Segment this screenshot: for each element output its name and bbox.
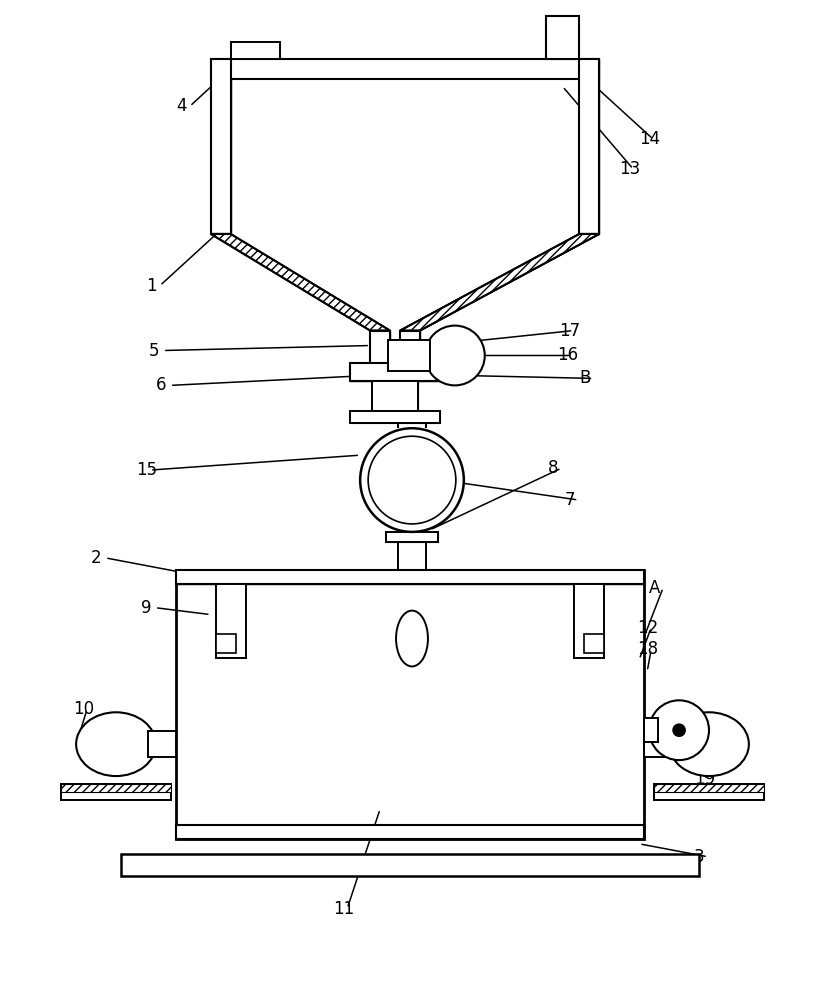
Bar	[61, 784, 171, 792]
Bar	[211, 59, 599, 79]
Text: 8: 8	[547, 459, 558, 477]
Bar	[216, 584, 246, 658]
Bar	[211, 59, 231, 234]
Text: 14: 14	[639, 130, 660, 148]
Bar	[216, 634, 236, 653]
Text: 9: 9	[141, 599, 152, 617]
Bar	[147, 731, 176, 757]
Polygon shape	[455, 355, 485, 385]
Bar	[400, 331, 420, 365]
Bar	[121, 854, 699, 865]
Text: 4: 4	[176, 97, 186, 115]
Bar	[386, 532, 438, 542]
Circle shape	[649, 700, 709, 760]
Bar	[121, 854, 699, 876]
Bar	[370, 331, 390, 365]
Bar	[176, 570, 644, 839]
Text: 17: 17	[559, 322, 581, 340]
Text: 18: 18	[637, 640, 658, 658]
Bar	[644, 718, 658, 730]
Bar	[372, 381, 418, 411]
Text: 19: 19	[694, 770, 715, 788]
Text: 6: 6	[156, 376, 166, 394]
Text: 1: 1	[146, 277, 157, 295]
Bar	[370, 331, 390, 365]
Circle shape	[360, 428, 464, 532]
Polygon shape	[425, 326, 455, 355]
Bar	[579, 59, 599, 234]
Bar	[644, 718, 658, 742]
Bar	[644, 731, 672, 744]
Bar	[211, 59, 599, 79]
Polygon shape	[400, 234, 599, 331]
Bar	[350, 363, 440, 381]
Text: 7: 7	[564, 491, 575, 509]
Bar	[176, 570, 644, 584]
Bar	[388, 340, 430, 355]
Text: 15: 15	[136, 461, 157, 479]
Bar	[547, 18, 578, 59]
Text: 11: 11	[333, 900, 354, 918]
Circle shape	[368, 436, 456, 524]
Bar	[350, 363, 440, 381]
Text: 10: 10	[73, 700, 94, 718]
Bar	[231, 42, 280, 59]
Ellipse shape	[669, 712, 749, 776]
Text: B: B	[579, 369, 591, 387]
Text: 12: 12	[637, 619, 658, 637]
Bar	[654, 784, 764, 792]
Bar	[147, 731, 176, 744]
Bar	[386, 532, 438, 542]
Text: 5: 5	[149, 342, 159, 360]
Bar	[654, 784, 764, 800]
Text: 16: 16	[558, 346, 578, 364]
Circle shape	[673, 724, 685, 736]
Ellipse shape	[76, 712, 156, 776]
Text: 2: 2	[91, 549, 101, 567]
Bar	[579, 59, 599, 234]
Text: 13: 13	[620, 160, 640, 178]
Bar	[176, 825, 644, 839]
Bar	[574, 584, 604, 658]
Circle shape	[425, 326, 485, 385]
Bar	[644, 731, 672, 757]
Bar	[61, 784, 171, 800]
Text: A: A	[649, 579, 661, 597]
Bar	[545, 16, 579, 59]
Polygon shape	[211, 234, 390, 331]
Bar	[350, 411, 440, 423]
Bar	[388, 340, 430, 371]
Bar	[584, 634, 604, 653]
Text: 3: 3	[694, 848, 705, 866]
Bar	[350, 411, 440, 423]
Bar	[372, 381, 418, 411]
Ellipse shape	[396, 611, 428, 666]
Bar	[176, 570, 644, 584]
Bar	[400, 331, 420, 365]
Bar	[211, 59, 231, 234]
Bar	[176, 825, 644, 839]
